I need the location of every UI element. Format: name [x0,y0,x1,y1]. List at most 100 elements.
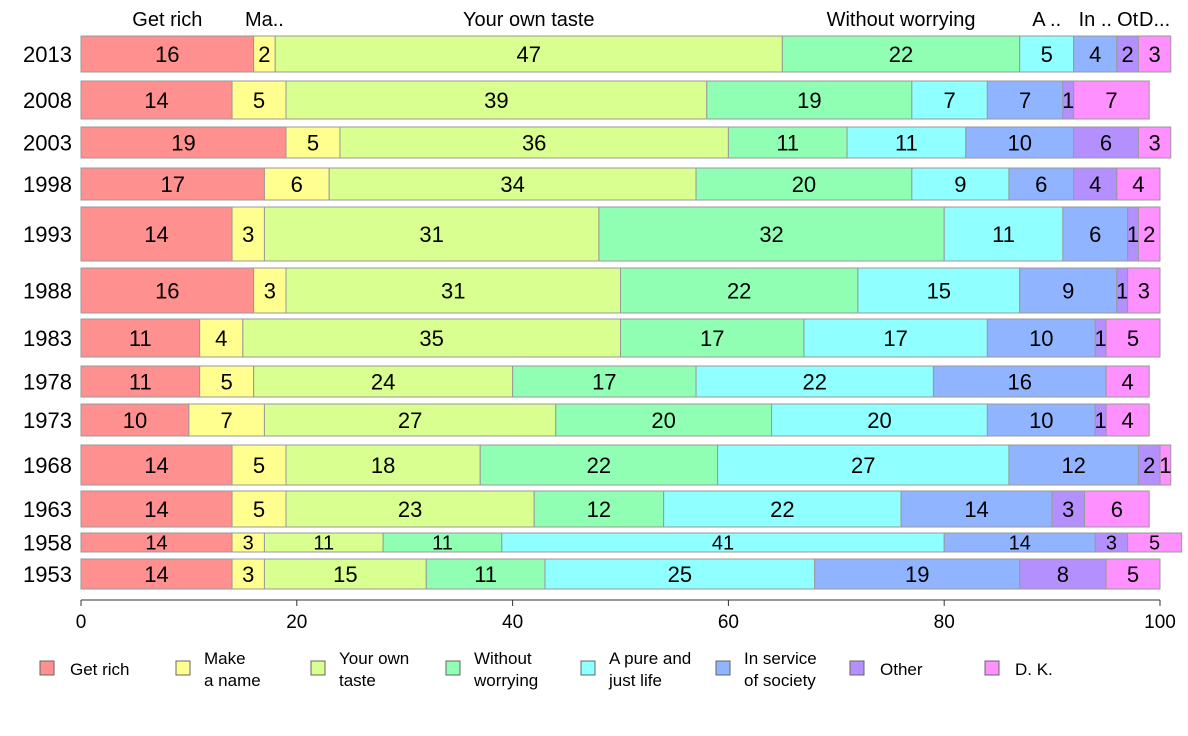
data-label: 2 [1122,42,1134,67]
bar-segment [274,35,783,73]
bar-segment [263,403,557,437]
column-header-label: D... [1139,9,1170,31]
bar-segment [1127,532,1183,553]
data-label: 20 [792,172,816,197]
bar-segment [80,365,201,398]
legend-swatch [580,660,596,676]
bar-segment [1116,167,1161,201]
legend-swatch [849,660,865,676]
bar-segment [1137,35,1172,73]
bars: 16 2 47 22 5 4 2 314 5 39 19 7 7 1 719 5 36 11 11 10 6 317 6 34… [80,35,1183,590]
bar-segment [717,444,1010,486]
data-label: 47 [517,42,541,67]
year-label: 1998 [23,172,72,197]
bar-segment [695,167,913,201]
bar-segment [285,126,341,159]
data-label: 11 [129,369,152,394]
data-label: 6 [1089,222,1101,247]
legend-label: worrying [473,671,538,690]
bar-segment [1073,35,1118,73]
data-label: 6 [1100,130,1112,155]
column-header-label: Ot [1117,9,1139,31]
bar-segment [80,490,233,528]
data-label: 4 [1122,369,1134,394]
bar-segment [1008,167,1075,201]
bar-segment [231,206,265,262]
data-label: 11 [129,326,152,351]
data-label: 17 [160,172,184,197]
year-label: 1973 [23,408,72,433]
bar-segment [943,206,1064,262]
bar-segment [695,365,934,398]
data-label: 23 [398,497,422,522]
data-label: 1 [1062,88,1074,113]
data-label: 5 [1127,326,1139,351]
year-label: 1983 [23,326,72,351]
year-label: 1963 [23,497,72,522]
column-header-labels: Get rich Ma.. Your own taste Without worryi… [132,9,1170,31]
year-label: 2003 [23,131,72,156]
data-label: 10 [1007,130,1031,155]
data-label: 16 [155,278,179,303]
x-tick-label: 40 [502,612,523,633]
year-label: 2008 [23,88,72,113]
column-header-label: Your own taste [463,9,595,31]
year-label: 1968 [23,453,72,478]
bar-segment [80,403,190,437]
bar-segment [727,126,848,159]
legend-label: a name [204,671,261,690]
data-label: 18 [371,453,395,478]
bar-segment [986,403,1096,437]
bar-segment [263,167,330,201]
legend-label: Your own [339,649,409,668]
year-labels: 2013 2008 2003 1998 1993 1988 1983 1978 1973 1968… [23,42,72,587]
data-label: 15 [333,562,357,587]
bar-segment [620,318,805,358]
data-label: 4 [1089,172,1101,197]
bar-segment [1137,126,1172,159]
legend-swatch [984,660,1000,676]
data-label: 10 [1029,408,1053,433]
bar-segment [771,403,988,437]
legend-label: In service [744,649,817,668]
bar-segment [425,558,546,590]
bar-segment [1019,267,1118,314]
bar-segment [80,167,265,201]
data-label: 14 [144,222,168,247]
bar-segment [555,403,773,437]
data-label: 22 [770,497,794,522]
column-header-label: Ma.. [245,9,284,31]
bar-segment [1019,558,1107,590]
bar-segment [911,80,988,120]
bar-segment [620,267,859,314]
bar-segment [80,267,255,314]
data-label: 8 [1057,562,1069,587]
bar-segment [1105,403,1150,437]
data-label: 3 [243,533,254,555]
data-label: 5 [253,497,265,522]
legend-label: Make [204,649,246,668]
data-label: 14 [1009,533,1031,555]
year-label: 1958 [23,531,72,556]
x-tick-label: 100 [1144,612,1176,633]
data-label: 9 [954,172,966,197]
data-label: 22 [587,453,611,478]
bar-segment [544,558,816,590]
data-label: 2 [258,42,270,67]
bar-segment [1137,206,1161,262]
data-label: 19 [905,562,929,587]
data-label: 11 [776,130,799,155]
bar-segment [965,126,1075,159]
bar-segment [231,558,265,590]
bar-segment [285,267,621,314]
data-label: 14 [144,562,168,587]
x-axis: 0 20 40 60 80 100 [76,599,1176,633]
data-label: 19 [171,130,195,155]
legend-label: just life [608,671,662,690]
bar-segment [80,35,255,73]
bar-segment [80,558,233,590]
legend-label: of society [744,671,816,690]
data-label: 4 [1132,172,1144,197]
data-label: 22 [727,278,751,303]
data-label: 10 [123,408,147,433]
